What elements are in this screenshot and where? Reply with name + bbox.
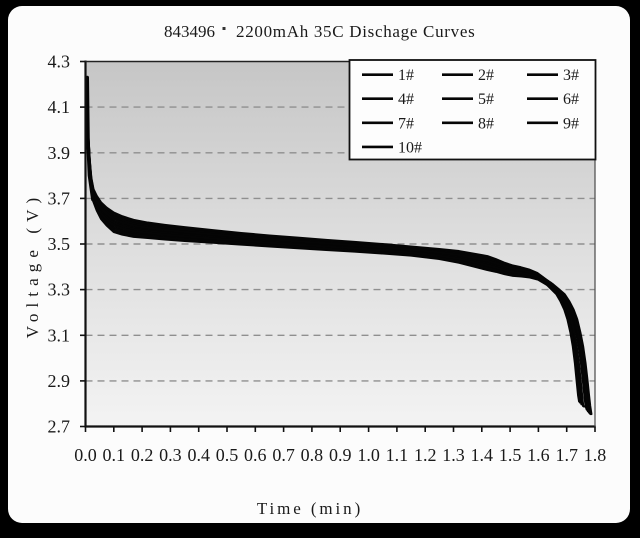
svg-text:1.3: 1.3 [442, 445, 465, 465]
svg-text:9#: 9# [563, 115, 579, 132]
svg-text:8#: 8# [478, 115, 494, 132]
svg-text:1.1: 1.1 [386, 445, 409, 465]
svg-text:1.7: 1.7 [555, 445, 578, 465]
svg-text:1.2: 1.2 [414, 445, 437, 465]
svg-text:Time (min): Time (min) [257, 499, 363, 518]
svg-text:7#: 7# [398, 115, 414, 132]
svg-text:5#: 5# [478, 91, 494, 108]
svg-text:3#: 3# [563, 67, 579, 84]
svg-text:0.9: 0.9 [329, 445, 352, 465]
svg-text:6#: 6# [563, 91, 579, 108]
svg-text:0.4: 0.4 [187, 445, 210, 465]
svg-text:1.5: 1.5 [499, 445, 522, 465]
svg-text:1.4: 1.4 [471, 445, 494, 465]
svg-text:1.0: 1.0 [357, 445, 380, 465]
svg-text:2.9: 2.9 [48, 371, 71, 391]
svg-text:3.9: 3.9 [48, 143, 71, 163]
svg-text:4#: 4# [398, 91, 414, 108]
svg-text:2200mAh 35C Dischage Curves: 2200mAh 35C Dischage Curves [236, 22, 475, 41]
svg-text:0.8: 0.8 [301, 445, 324, 465]
svg-text:3.3: 3.3 [48, 280, 71, 300]
svg-text:3.1: 3.1 [48, 325, 71, 345]
svg-text:843496: 843496 [164, 22, 215, 41]
svg-text:0.7: 0.7 [272, 445, 295, 465]
svg-text:Voltage (V): Voltage (V) [23, 192, 42, 339]
svg-text:4.1: 4.1 [48, 97, 71, 117]
svg-text:0.0: 0.0 [74, 445, 97, 465]
svg-text:1#: 1# [398, 67, 414, 84]
svg-text:1.8: 1.8 [584, 445, 607, 465]
svg-text:0.6: 0.6 [244, 445, 267, 465]
svg-text:0.5: 0.5 [216, 445, 239, 465]
svg-text:2#: 2# [478, 67, 494, 84]
svg-text:2.7: 2.7 [48, 417, 71, 437]
svg-text:1.6: 1.6 [527, 445, 550, 465]
svg-text:3.7: 3.7 [48, 188, 71, 208]
svg-text:0.2: 0.2 [131, 445, 154, 465]
svg-text:3.5: 3.5 [48, 234, 71, 254]
svg-text:4.3: 4.3 [48, 52, 71, 72]
svg-text:10#: 10# [398, 139, 422, 156]
svg-text:0.3: 0.3 [159, 445, 182, 465]
svg-text:0.1: 0.1 [103, 445, 126, 465]
